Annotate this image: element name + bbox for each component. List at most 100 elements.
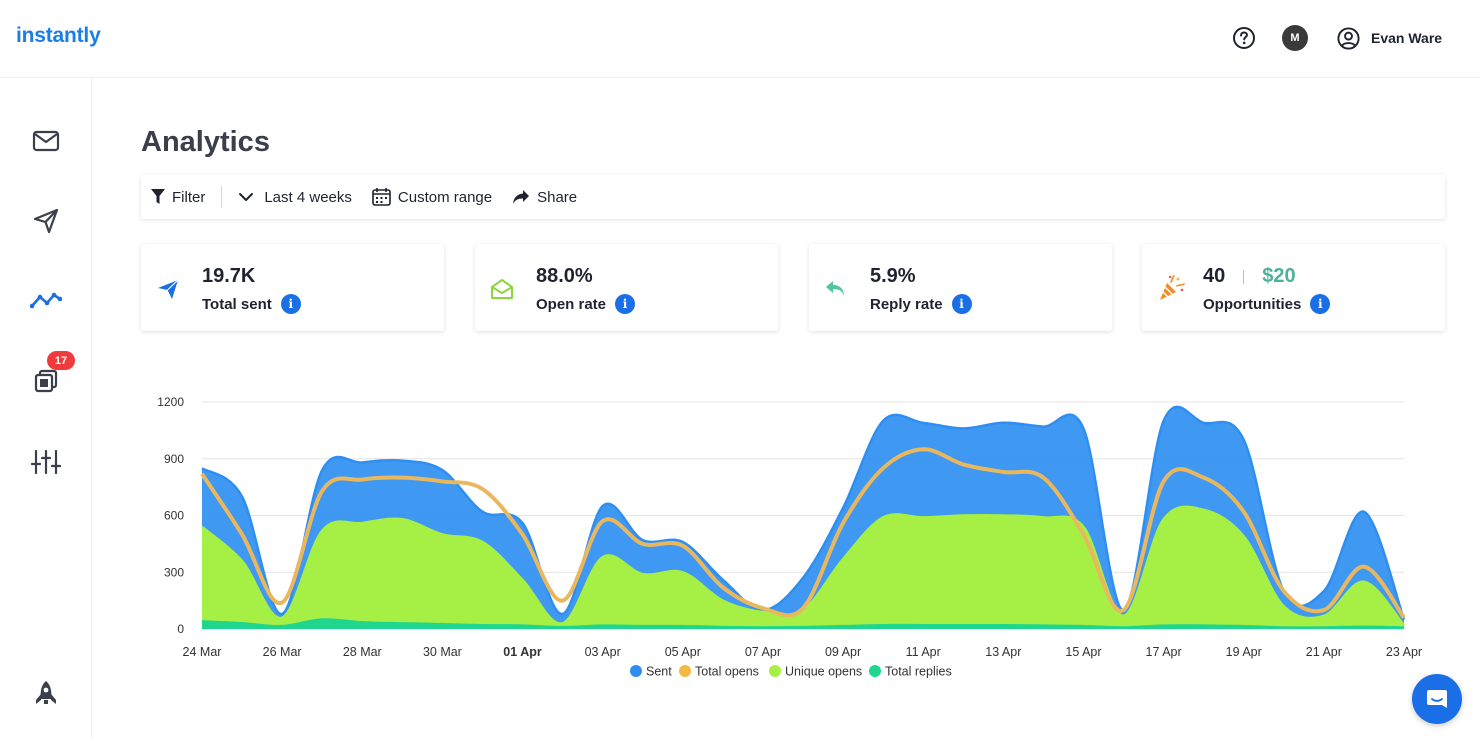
custom-range-label: Custom range: [397, 188, 493, 206]
sidebar: 17: [0, 78, 92, 738]
reply-rate-label: Reply rate: [870, 295, 943, 313]
analytics-chart: 0 300 600 900 1200 24 Mar 26 Mar 28 Mar 30 Mar 01…: [140, 382, 1440, 692]
open-rate-label-row: Open rate i: [536, 294, 636, 314]
help-button[interactable]: [1231, 25, 1257, 51]
x-tick-label: 28 Mar: [343, 645, 382, 659]
calendar-icon: [372, 188, 391, 206]
series-area-unique-opens: [202, 506, 1404, 629]
trend-line-icon: [30, 292, 62, 309]
x-tick-label: 26 Mar: [263, 645, 302, 659]
x-tick-label: 03 Apr: [585, 645, 621, 659]
paper-plane-icon: [158, 279, 179, 299]
x-tick-label: 11 Apr: [906, 645, 941, 659]
sliders-icon: [31, 449, 61, 475]
chat-launcher-button[interactable]: [1412, 674, 1462, 724]
x-tick-label: 15 Apr: [1065, 645, 1101, 659]
total-sent-label-row: Total sent i: [202, 294, 301, 314]
legend-marker-total-replies: [869, 665, 881, 677]
x-tick-label: 01 Apr: [503, 645, 542, 659]
x-tick-label: 23 Apr: [1386, 645, 1422, 659]
x-tick-label: 30 Mar: [423, 645, 462, 659]
workspace-avatar[interactable]: M: [1282, 25, 1308, 51]
stat-card-open-rate: 88.0% Open rate i: [475, 244, 778, 331]
filter-label: Filter: [172, 188, 206, 206]
unibox-badge: 17: [47, 351, 75, 370]
stack-icon: [34, 369, 58, 393]
sidebar-item-launch[interactable]: [28, 676, 64, 712]
value-divider: [1243, 269, 1245, 284]
x-tick-label: 19 Apr: [1226, 645, 1262, 659]
open-envelope-icon: [491, 279, 513, 299]
info-icon[interactable]: i: [280, 294, 301, 314]
user-name: Evan Ware: [1371, 30, 1443, 46]
app-logo[interactable]: instantly: [16, 24, 101, 47]
share-button[interactable]: Share: [512, 175, 577, 219]
info-icon[interactable]: i: [615, 294, 636, 314]
filter-button[interactable]: Filter: [151, 175, 205, 219]
legend-marker-total-opens: [679, 665, 691, 677]
reply-rate-value: 5.9%: [870, 265, 916, 287]
series-line-total-replies: [201, 618, 1405, 629]
y-tick-label: 300: [164, 565, 184, 579]
send-icon: [33, 208, 59, 234]
opportunities-value: $20: [1262, 265, 1296, 287]
share-label: Share: [537, 188, 578, 206]
sidebar-item-analytics[interactable]: [28, 282, 64, 318]
reply-arrow-icon: [826, 281, 844, 296]
x-tick-label: 05 Apr: [665, 645, 701, 659]
total-sent-label: Total sent: [202, 295, 272, 313]
sidebar-item-campaigns[interactable]: [28, 203, 64, 239]
series-line-total-opens: [200, 447, 1406, 619]
open-rate-label: Open rate: [536, 295, 607, 313]
date-range-label: Last 4 weeks: [264, 188, 352, 206]
opportunities-count: 40: [1203, 265, 1226, 287]
date-range-dropdown[interactable]: Last 4 weeks: [238, 175, 352, 219]
custom-range-button[interactable]: Custom range: [372, 175, 492, 219]
opportunities-label-row: Opportunities i: [1203, 294, 1331, 314]
legend-marker-sent: [630, 665, 642, 677]
x-tick-label: 17 Apr: [1146, 645, 1182, 659]
x-tick-label: 21 Apr: [1306, 645, 1342, 659]
x-tick-label: 13 Apr: [985, 645, 1021, 659]
legend-label: Sent: [646, 665, 672, 679]
top-bar: instantly M Evan Ware: [0, 0, 1480, 78]
y-tick-label: 600: [164, 509, 184, 523]
toolbar-divider: [221, 186, 223, 208]
chevron-down-icon: [239, 193, 254, 201]
stat-card-reply-rate: 5.9% Reply rate i: [809, 244, 1112, 331]
rocket-icon: [36, 681, 56, 704]
user-menu[interactable]: Evan Ware: [1336, 24, 1442, 52]
total-sent-value: 19.7K: [202, 265, 256, 287]
opportunities-values: 40 $20: [1203, 265, 1296, 288]
y-tick-label: 900: [164, 452, 184, 466]
party-popper-icon: [1160, 275, 1185, 300]
series-line-sent: [201, 405, 1406, 620]
x-tick-label: 09 Apr: [825, 645, 861, 659]
legend-marker-unique-opens: [769, 665, 781, 677]
funnel-icon: [151, 189, 165, 204]
mail-icon: [32, 130, 60, 152]
info-icon[interactable]: i: [1310, 294, 1331, 314]
sidebar-item-unibox[interactable]: 17: [28, 351, 75, 399]
share-arrow-icon: [513, 190, 530, 204]
x-tick-label: 24 Mar: [183, 645, 222, 659]
page-title: Analytics: [141, 126, 270, 158]
reply-rate-label-row: Reply rate i: [870, 294, 972, 314]
stat-card-opportunities: 40 $20 Opportunities i: [1142, 244, 1445, 331]
chat-bubble-icon: [1427, 690, 1447, 708]
user-circle-icon: [1337, 26, 1360, 50]
sidebar-item-settings[interactable]: [28, 444, 64, 480]
legend-label: Total replies: [885, 665, 952, 679]
opportunities-label: Opportunities: [1203, 295, 1302, 313]
analytics-toolbar: Filter Last 4 weeks Custom range Share: [141, 175, 1445, 219]
y-tick-label: 1200: [157, 395, 184, 409]
info-icon[interactable]: i: [951, 294, 972, 314]
y-tick-label: 0: [177, 622, 184, 636]
legend-label: Total opens: [695, 665, 759, 679]
legend-label: Unique opens: [785, 665, 862, 679]
sidebar-item-inbox[interactable]: [28, 123, 64, 159]
question-circle-icon: [1233, 27, 1255, 49]
stat-card-total-sent: 19.7K Total sent i: [141, 244, 444, 331]
x-tick-label: 07 Apr: [745, 645, 781, 659]
area-chart: 0 300 600 900 1200 24 Mar 26 Mar 28 Mar 30 Mar 01…: [157, 395, 1422, 679]
